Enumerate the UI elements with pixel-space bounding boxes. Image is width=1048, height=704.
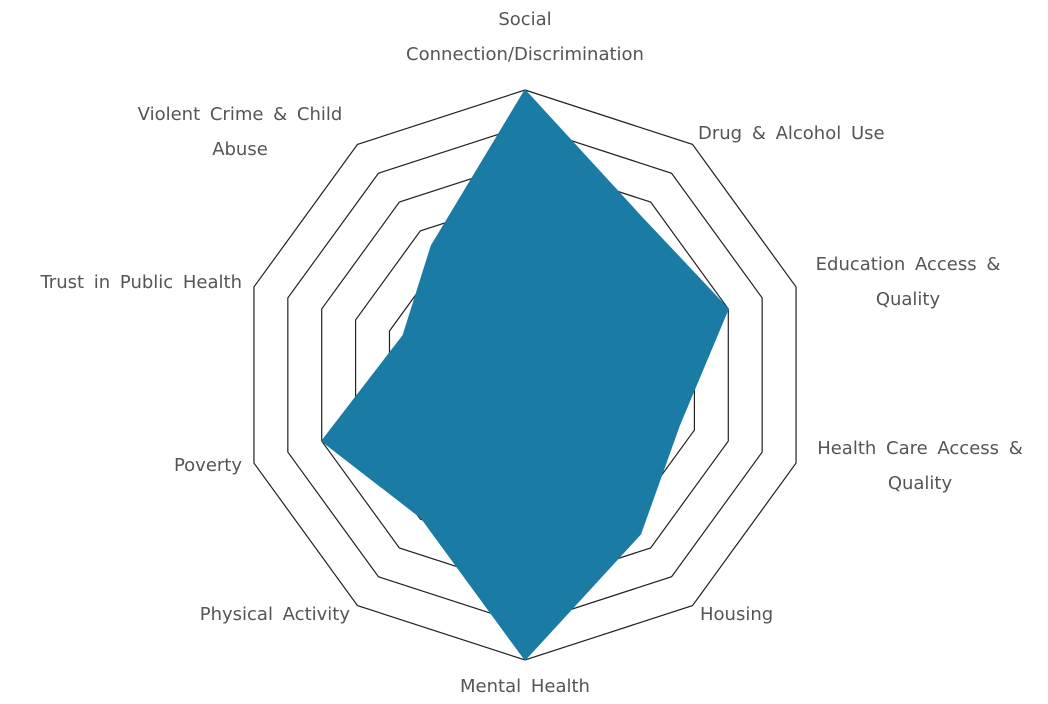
axis-label: Poverty (173, 454, 242, 476)
axis-label: Physical Activity (199, 603, 350, 625)
radar-area (321, 89, 729, 661)
axis-label: Drug & Alcohol Use (698, 122, 885, 144)
axis-label: Social Connection/Discrimination (406, 9, 644, 65)
axis-label: Education Access & Quality (815, 254, 1001, 310)
axis-label: Housing (700, 603, 774, 625)
axis-label: Mental Health (460, 676, 590, 697)
axis-label: Violent Crime & Child Abuse (137, 104, 343, 160)
axis-label: Health Care Access & Quality (817, 438, 1023, 494)
axis-label: Trust in Public Health (40, 271, 242, 293)
